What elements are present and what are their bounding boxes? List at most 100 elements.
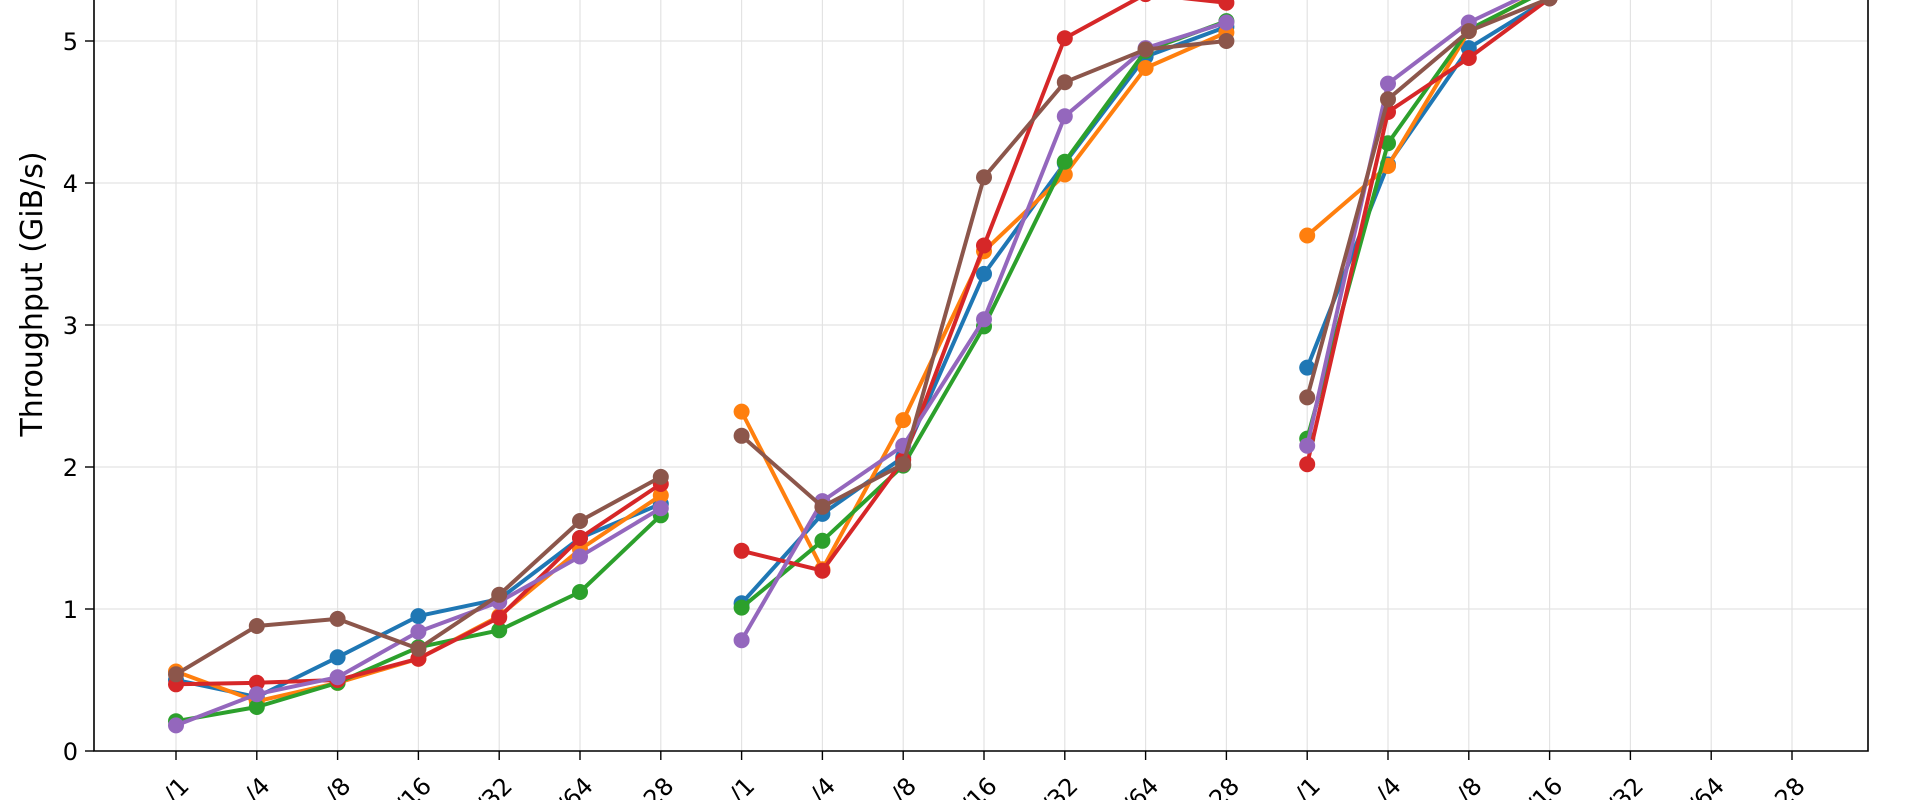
y-tick-label: 2	[63, 454, 78, 482]
data-point	[733, 542, 750, 559]
data-point	[976, 265, 992, 282]
series-2	[168, 0, 1530, 710]
data-point	[248, 674, 265, 691]
data-point	[1137, 60, 1154, 76]
y-tick-label: 3	[63, 312, 78, 340]
y-tick-label: 4	[63, 170, 78, 198]
series-1	[168, 0, 1558, 705]
x-tick-label: …/8	[303, 772, 356, 800]
x-tick-label: …/16	[373, 772, 437, 800]
data-point	[572, 584, 588, 600]
data-point	[168, 717, 184, 734]
data-point	[1140, 0, 1151, 3]
data-point	[976, 237, 992, 254]
data-point	[976, 311, 992, 328]
data-point	[572, 548, 588, 565]
x-tick-label: …/8	[869, 772, 922, 800]
data-point	[491, 609, 508, 626]
y-axis-title: Throughput (GiB/s)	[15, 151, 50, 437]
series-line	[1305, 0, 1530, 238]
data-point	[1218, 0, 1235, 11]
data-point	[1218, 14, 1235, 31]
series-line	[1305, 0, 1551, 400]
data-point	[329, 669, 346, 686]
data-point	[410, 608, 427, 625]
data-point	[1299, 437, 1316, 454]
series-5	[168, 0, 1521, 734]
data-point	[329, 649, 346, 666]
data-point	[814, 498, 831, 515]
data-point	[1056, 153, 1073, 170]
data-point	[1541, 0, 1558, 7]
data-point	[895, 456, 912, 473]
data-point	[814, 562, 831, 579]
plot-frame	[93, 0, 1869, 752]
data-point	[1380, 75, 1396, 92]
x-tick-label: …28	[1187, 772, 1245, 800]
data-point	[491, 622, 508, 639]
data-point	[1218, 33, 1235, 49]
x-tick-label: …/1	[1273, 772, 1326, 800]
data-point	[976, 169, 992, 186]
data-point	[652, 500, 669, 517]
data-point	[1137, 41, 1154, 58]
series-line	[1305, 0, 1551, 467]
x-tick-label: …/64	[1666, 772, 1730, 800]
data-point	[572, 530, 588, 546]
data-point	[652, 487, 669, 504]
x-tick-label: …/4	[1353, 772, 1406, 800]
x-tick-label: …/16	[1504, 772, 1568, 800]
series-6	[168, 0, 1558, 683]
data-point	[410, 640, 427, 657]
x-tick-label: …28	[621, 772, 679, 800]
data-point	[572, 513, 588, 529]
data-point	[329, 610, 346, 627]
data-point	[1460, 50, 1477, 66]
series-layer	[168, 0, 1558, 734]
series-3	[168, 0, 1532, 730]
x-tick-label: …/16	[939, 772, 1003, 800]
data-point	[1056, 74, 1073, 91]
data-point	[733, 427, 750, 444]
data-point	[1299, 227, 1316, 244]
data-point	[814, 532, 831, 549]
data-point	[248, 699, 265, 715]
data-point	[733, 599, 750, 616]
data-point	[1380, 135, 1396, 152]
y-tick-label: 5	[63, 28, 78, 56]
series-4	[168, 0, 1558, 693]
x-tick-label: …28	[1752, 772, 1810, 800]
x-tick-label: …/4	[788, 772, 841, 800]
x-tick-label: …/64	[535, 772, 599, 800]
data-point	[1460, 23, 1477, 40]
x-axis-ticks: …/1 …/4 …/8 …/16 …/32 …/64 …28 …/1 …/4 …/8 …/16 …/3…	[141, 751, 1811, 800]
series-line	[1305, 0, 1521, 448]
axes	[93, 0, 1869, 752]
data-point	[410, 623, 427, 640]
x-tick-label: …/32	[1585, 772, 1649, 800]
data-point	[491, 586, 508, 603]
data-point	[733, 632, 750, 649]
y-tick-label: 1	[63, 596, 78, 624]
x-tick-label: …/1	[141, 772, 194, 800]
y-axis-ticks: 0 1 2 3 4 5	[63, 28, 94, 766]
data-point	[248, 686, 265, 703]
data-point	[1056, 30, 1073, 47]
x-tick-label: …/64	[1100, 772, 1164, 800]
data-point	[168, 666, 184, 683]
data-point	[1299, 456, 1316, 473]
x-tick-label: …/8	[1434, 772, 1487, 800]
x-tick-label: …/1	[707, 772, 760, 800]
data-point	[1056, 108, 1073, 125]
x-tick-label: …/32	[454, 772, 518, 800]
x-tick-label: …/32	[1019, 772, 1083, 800]
data-point	[1299, 359, 1316, 376]
data-point	[1299, 389, 1316, 406]
data-point	[652, 468, 669, 485]
y-tick-label: 0	[63, 738, 78, 766]
data-point	[895, 412, 912, 429]
data-point	[1380, 91, 1396, 108]
x-tick-label: …/4	[222, 772, 275, 800]
grid	[94, 0, 1868, 752]
